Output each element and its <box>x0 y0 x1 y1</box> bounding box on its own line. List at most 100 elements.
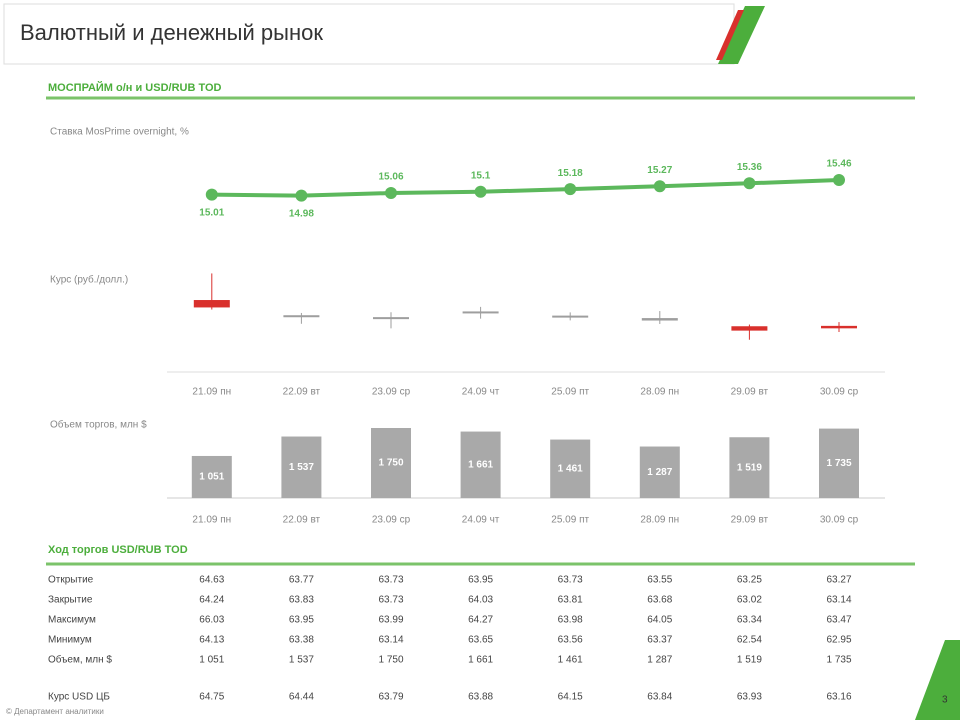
table-cell: 62.95 <box>826 635 851 646</box>
value-label: 14.98 <box>289 208 314 219</box>
logo-stripe <box>716 10 744 60</box>
bar <box>281 436 322 498</box>
table-cell: 63.47 <box>826 615 851 626</box>
table-cell: 64.15 <box>558 692 583 703</box>
section-title: Ход торгов USD/RUB TOD <box>48 544 188 556</box>
table-cell: 1 750 <box>378 655 403 666</box>
table-cell: 64.03 <box>468 595 493 606</box>
point <box>743 177 756 190</box>
table-cell: 63.25 <box>737 575 762 586</box>
x-tick-label: 24.09 чт <box>462 387 500 398</box>
x-tick-label: 30.09 ср <box>820 387 859 398</box>
value-label: 15.1 <box>471 170 491 181</box>
x-tick-label: 28.09 пн <box>640 387 679 398</box>
x-tick-label: 21.09 пн <box>192 515 231 526</box>
value-label: 15.01 <box>199 207 224 218</box>
table-cell: 64.13 <box>199 635 224 646</box>
slide-title: Валютный и денежный рынок <box>20 20 323 45</box>
table-cell: 63.73 <box>378 575 403 586</box>
value-label: 1 661 <box>468 459 493 470</box>
value-label: 15.46 <box>826 159 851 170</box>
table-cell: 63.81 <box>558 595 583 606</box>
table-cell: 63.16 <box>826 692 851 703</box>
candle-body <box>821 325 857 329</box>
bar <box>819 428 859 498</box>
table-cell: 63.79 <box>378 692 403 703</box>
table-cell: 63.27 <box>826 575 851 586</box>
corner-stripe <box>915 640 960 720</box>
candle-body <box>731 326 768 331</box>
line <box>211 178 840 198</box>
row-label: Минимум <box>48 635 92 646</box>
row-label: Объем, млн $ <box>48 654 112 666</box>
table-cell: 63.34 <box>737 615 762 626</box>
table-cell: 63.14 <box>826 595 851 606</box>
table-cell: 1 661 <box>468 655 493 666</box>
table-cell: 63.95 <box>468 575 493 586</box>
table-cell: 63.73 <box>378 595 403 606</box>
table-cell: 63.55 <box>647 575 672 586</box>
table-cell: 1 537 <box>289 655 314 666</box>
table-cell: 63.37 <box>647 635 672 646</box>
x-tick-label: 25.09 пт <box>551 515 589 526</box>
axis-label: Курс (руб./долл.) <box>50 274 128 286</box>
table-cell: 63.99 <box>378 615 403 626</box>
point <box>653 180 666 193</box>
value-label: 1 519 <box>737 462 762 473</box>
point <box>385 187 397 200</box>
axis-label: Объем торгов, млн $ <box>50 419 147 431</box>
chart-subtitle: Ставка MosPrime overnight, % <box>50 127 189 138</box>
bar <box>191 455 232 498</box>
candle-body <box>462 311 499 314</box>
logo-stripe <box>718 6 765 64</box>
value-label: 1 287 <box>647 467 672 478</box>
candle-body <box>641 318 678 321</box>
point <box>474 185 487 198</box>
x-tick-label: 24.09 чт <box>462 515 500 526</box>
table-cell: 63.93 <box>737 692 762 703</box>
table-cell: 63.83 <box>289 595 314 606</box>
table-cell: 64.75 <box>199 692 224 703</box>
x-tick-label: 30.09 ср <box>820 515 859 526</box>
bar <box>550 439 591 498</box>
point <box>295 189 308 202</box>
value-label: 15.06 <box>378 172 403 183</box>
row-label: Максимум <box>48 615 96 626</box>
table-cell: 62.54 <box>737 635 762 646</box>
candle-body <box>373 317 409 320</box>
x-tick-label: 29.09 вт <box>731 387 769 398</box>
row-label: Закрытие <box>48 595 93 606</box>
value-label: 1 461 <box>558 463 583 474</box>
table-cell: 63.38 <box>289 635 314 646</box>
table-cell: 64.24 <box>199 595 224 606</box>
table-cell: 63.84 <box>647 692 672 703</box>
table-cell: 63.88 <box>468 692 493 703</box>
candle-body <box>552 315 589 318</box>
table-cell: 63.73 <box>558 575 583 586</box>
title-box <box>3 3 735 65</box>
table-cell: 1 461 <box>558 655 583 666</box>
table-cell: 63.56 <box>558 635 583 646</box>
bar <box>729 437 770 498</box>
x-tick-label: 23.09 ср <box>372 387 411 398</box>
table-cell: 63.95 <box>289 615 314 626</box>
value-label: 15.18 <box>558 168 583 179</box>
page-number: 3 <box>942 695 948 706</box>
table-cell: 63.68 <box>647 595 672 606</box>
x-tick-label: 22.09 вт <box>283 515 321 526</box>
x-tick-label: 22.09 вт <box>283 387 321 398</box>
point <box>833 174 845 187</box>
table-cell: 63.98 <box>558 615 583 626</box>
row-label: Открытие <box>48 575 94 586</box>
table-cell: 63.77 <box>289 575 314 586</box>
row-label: Курс USD ЦБ <box>48 692 110 703</box>
table-cell: 63.65 <box>468 635 493 646</box>
table-cell: 1 287 <box>647 655 672 666</box>
value-label: 1 051 <box>199 472 224 483</box>
point <box>564 183 577 196</box>
footnote: © Департамент аналитики <box>6 707 104 716</box>
table-cell: 1 735 <box>826 655 851 666</box>
x-tick-label: 21.09 пн <box>192 387 231 398</box>
value-label: 15.36 <box>737 162 762 173</box>
